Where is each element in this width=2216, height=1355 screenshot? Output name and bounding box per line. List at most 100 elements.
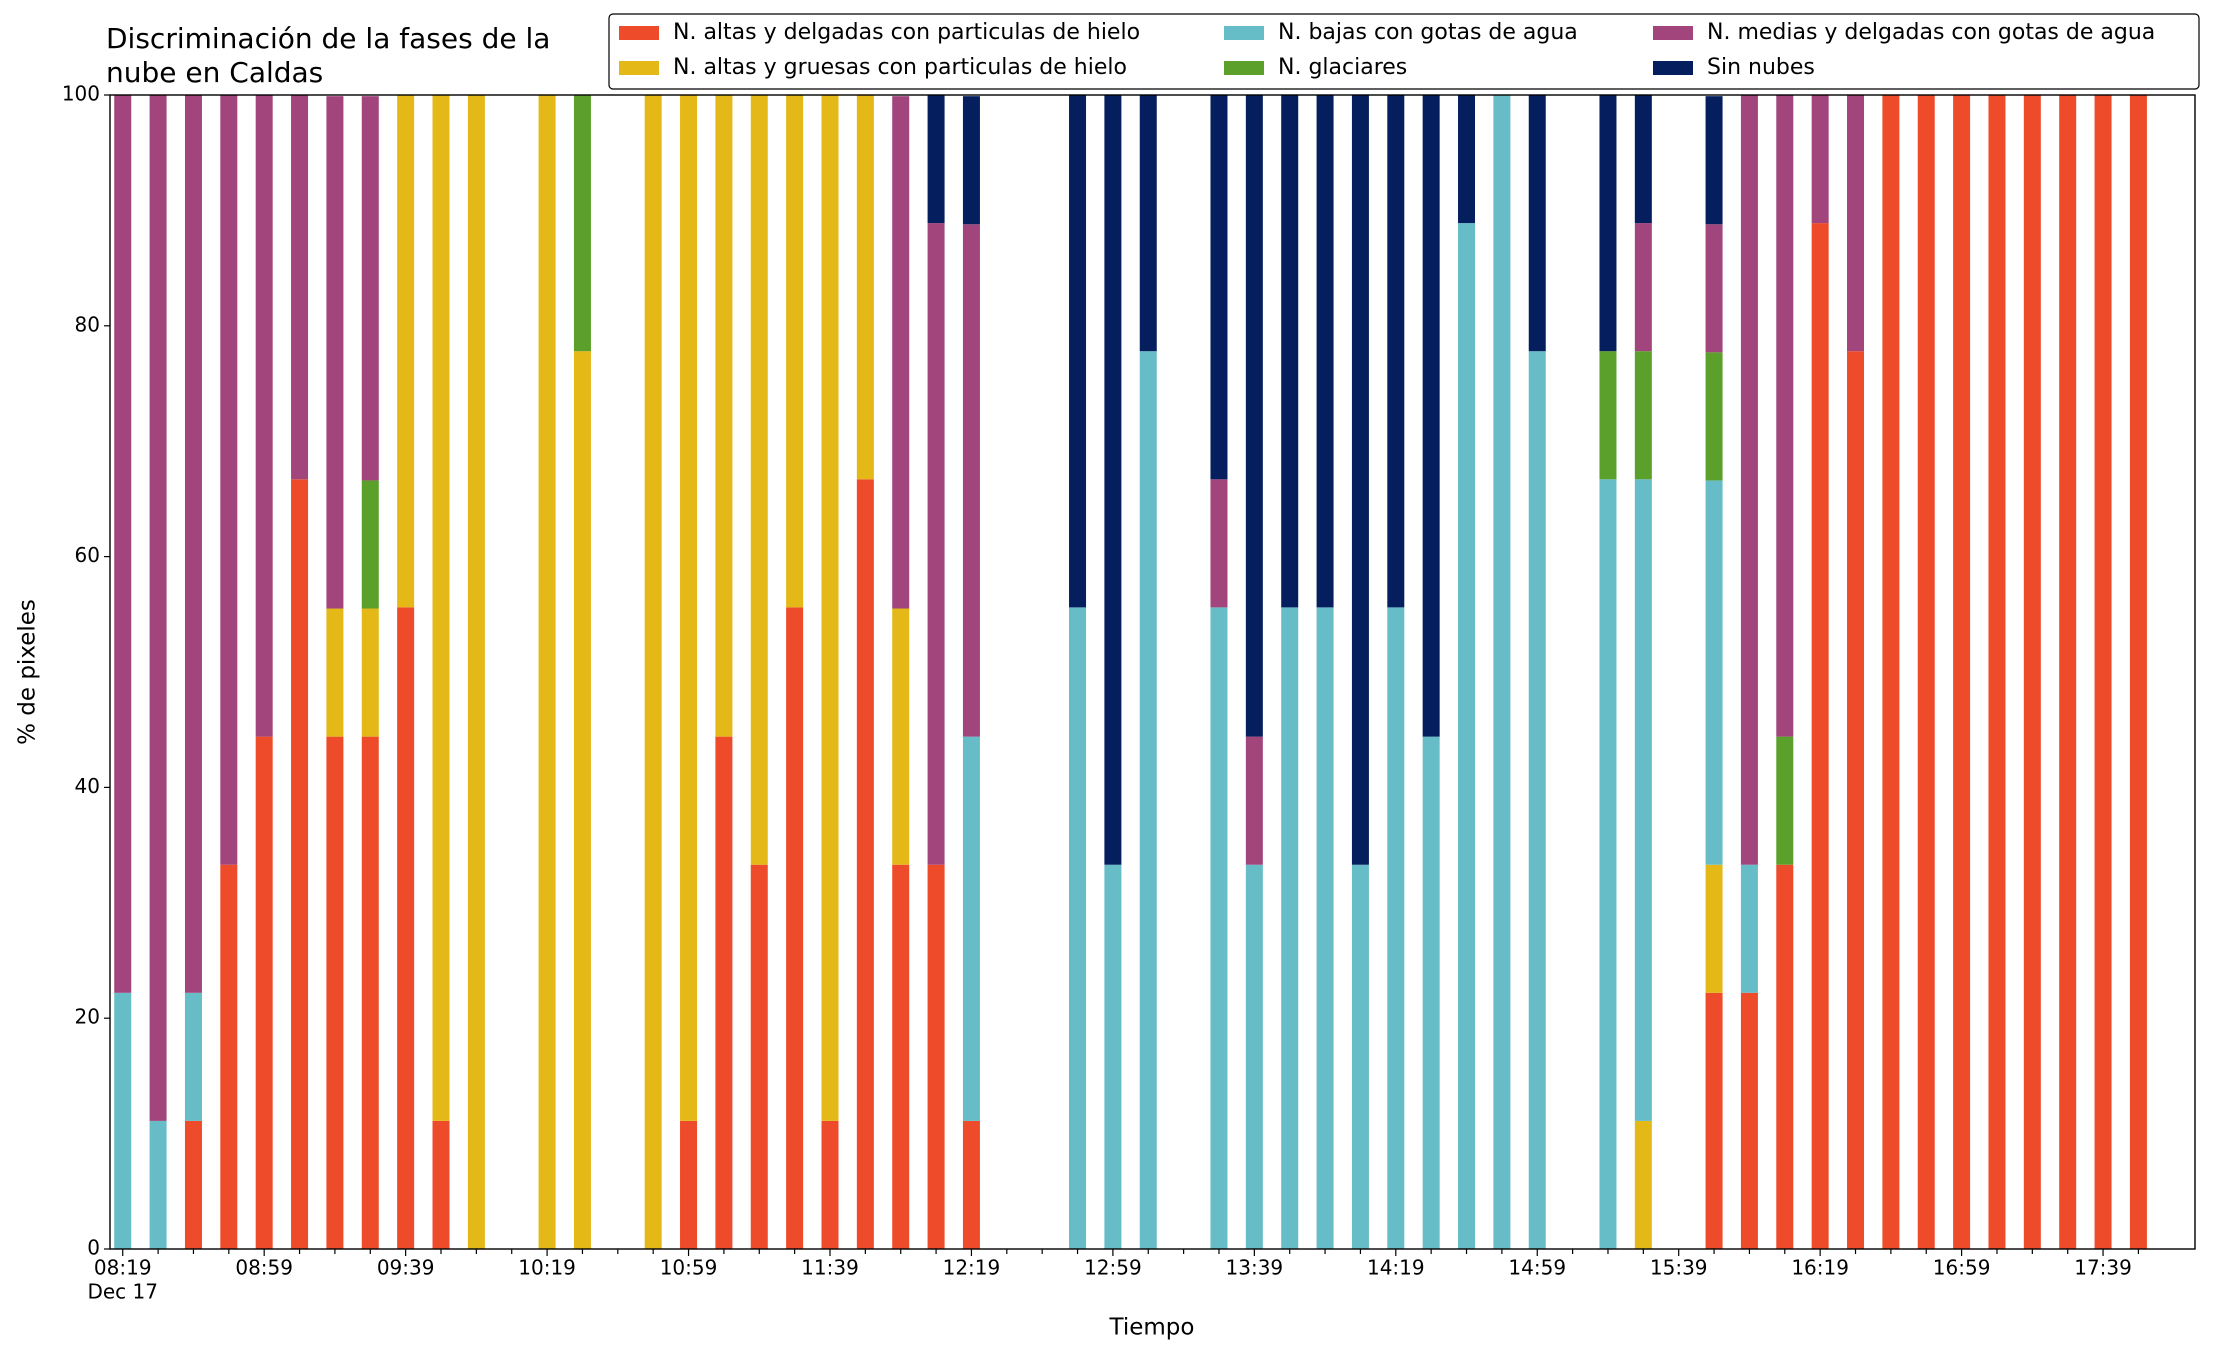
bar-segment	[927, 223, 945, 865]
x-tick-label: 17:39	[2074, 1256, 2132, 1280]
legend-swatch	[1653, 26, 1693, 40]
x-tick-label: 14:19	[1367, 1256, 1425, 1280]
y-axis-label: % de pixeles	[15, 599, 41, 745]
bar-segment	[1776, 736, 1794, 865]
x-tick-label: 13:39	[1226, 1256, 1284, 1280]
bar-segment	[1634, 1120, 1652, 1249]
y-tick-label: 40	[75, 774, 100, 798]
x-tick-label: 12:19	[943, 1256, 1001, 1280]
bar-segment	[1988, 95, 2006, 1249]
bar-segment	[1210, 95, 1228, 480]
bar-segment	[750, 864, 768, 1249]
bar-segment	[715, 736, 733, 1249]
bar-segment	[2023, 95, 2041, 1249]
bar-segment	[1493, 95, 1511, 1249]
bar-segment	[1069, 95, 1087, 608]
bar-segment	[892, 864, 910, 1249]
x-tick-label: 11:39	[801, 1256, 859, 1280]
bar-segment	[1776, 864, 1794, 1249]
x-tick-label: 12:59	[1084, 1256, 1142, 1280]
bar-segment	[1316, 95, 1334, 608]
bar-segment	[962, 736, 980, 1121]
bar-segment	[644, 95, 662, 1249]
legend-label: N. altas y gruesas con particulas de hie…	[673, 55, 1127, 80]
y-tick-label: 80	[75, 312, 100, 336]
bar-segment	[1210, 607, 1228, 1249]
bar-segment	[326, 608, 344, 737]
bar-segment	[715, 95, 733, 737]
bar-segment	[1281, 95, 1299, 608]
bar-segment	[1705, 352, 1723, 481]
bar-segment	[1705, 992, 1723, 1249]
bar-segment	[1705, 224, 1723, 353]
bar-segment	[538, 95, 556, 1249]
bar-segment	[291, 479, 309, 1250]
bar-segment	[1847, 351, 1865, 1249]
x-tick-label: 16:19	[1791, 1256, 1849, 1280]
bar-segment	[856, 95, 874, 480]
bar-segment	[1069, 607, 1087, 1249]
x-tick-label: 08:59	[235, 1256, 293, 1280]
legend-swatch	[1224, 61, 1264, 75]
bar-segment	[255, 736, 273, 1249]
bar-segment	[927, 864, 945, 1249]
bar-segment	[680, 95, 698, 1121]
x-tick-label: 14:59	[1508, 1256, 1566, 1280]
bar-segment	[1422, 95, 1440, 737]
bar-segment	[114, 992, 132, 1249]
bar-segment	[1351, 95, 1369, 865]
bar-segment	[291, 95, 309, 480]
y-tick-label: 20	[75, 1005, 100, 1029]
bar-segment	[1740, 95, 1758, 865]
bar-segment	[856, 479, 874, 1250]
bar-segment	[1245, 864, 1263, 1249]
bar-segment	[680, 1120, 698, 1249]
bar-segment	[1387, 95, 1405, 608]
bar-segment	[361, 736, 379, 1249]
bar-segment	[1281, 607, 1299, 1249]
bar-segment	[1528, 95, 1546, 352]
bar-segment	[1210, 479, 1228, 608]
bar-segment	[1634, 223, 1652, 352]
x-tick-label: 16:59	[1933, 1256, 1991, 1280]
bar-segment	[1705, 864, 1723, 993]
bar-segment	[1634, 351, 1652, 480]
bar-segment	[1245, 95, 1263, 737]
bar-segment	[1599, 479, 1617, 1250]
bar-segment	[1599, 351, 1617, 480]
x-axis-label: Tiempo	[1109, 1315, 1195, 1341]
bar-segment	[397, 95, 415, 608]
bar-segment	[1316, 607, 1334, 1249]
bar-segment	[1599, 95, 1617, 352]
bar-segment	[750, 95, 768, 865]
legend-label: Sin nubes	[1707, 55, 1815, 80]
bar-segment	[220, 864, 238, 1249]
bar-segment	[149, 95, 167, 1121]
x-tick-label: 15:39	[1650, 1256, 1708, 1280]
bar-segment	[1882, 95, 1900, 1249]
bar-segment	[255, 95, 273, 737]
bar-segment	[573, 95, 591, 352]
bar-segment	[2094, 95, 2112, 1249]
bar-segment	[962, 96, 980, 225]
bar-segment	[220, 95, 238, 865]
bar-segment	[2059, 95, 2077, 1249]
legend-swatch	[619, 26, 659, 40]
bar-segment	[432, 1120, 450, 1249]
bar-segment	[573, 351, 591, 1249]
bar-segment	[1139, 351, 1157, 1249]
bar-segment	[821, 95, 839, 1121]
bar-segment	[1811, 223, 1829, 1249]
bar-segment	[1811, 95, 1829, 224]
legend-frame	[608, 13, 2200, 90]
x-tick-label: 09:39	[377, 1256, 435, 1280]
legend-label: N. glaciares	[1278, 55, 1407, 80]
bar-segment	[1458, 223, 1476, 1249]
bar-segment	[821, 1120, 839, 1249]
bar-segment	[184, 95, 202, 993]
y-tick-label: 100	[62, 82, 100, 106]
bar-segment	[1528, 351, 1546, 1249]
legend-label: N. bajas con gotas de agua	[1278, 20, 1578, 45]
bar-segment	[962, 1120, 980, 1249]
